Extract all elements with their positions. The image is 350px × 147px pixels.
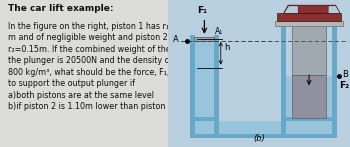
Bar: [275, 21, 343, 26]
Bar: [190, 35, 195, 134]
Bar: [219, 117, 281, 121]
Bar: [292, 25, 326, 75]
Text: A₁: A₁: [215, 27, 223, 36]
Bar: [190, 117, 219, 121]
Bar: [286, 76, 332, 121]
Text: h: h: [224, 42, 230, 52]
Text: F₂: F₂: [339, 81, 349, 90]
Bar: [277, 13, 341, 21]
Bar: [281, 26, 286, 134]
Polygon shape: [284, 5, 340, 13]
Bar: [214, 35, 219, 134]
Bar: [194, 37, 215, 41]
Polygon shape: [328, 6, 340, 13]
Text: The car lift example:: The car lift example:: [8, 4, 114, 13]
Text: F₁: F₁: [197, 6, 206, 15]
Text: A: A: [173, 35, 179, 44]
Bar: [281, 117, 337, 121]
Bar: [332, 26, 337, 134]
Bar: [195, 121, 332, 134]
Text: (b): (b): [253, 134, 265, 143]
Polygon shape: [284, 6, 298, 13]
Bar: [190, 134, 337, 138]
Text: In the figure on the right, piston 1 has r₁=0.012
m and of negligible weight and: In the figure on the right, piston 1 has…: [8, 22, 204, 111]
Bar: [292, 75, 326, 118]
Bar: [195, 41, 214, 121]
Text: B: B: [342, 70, 348, 79]
